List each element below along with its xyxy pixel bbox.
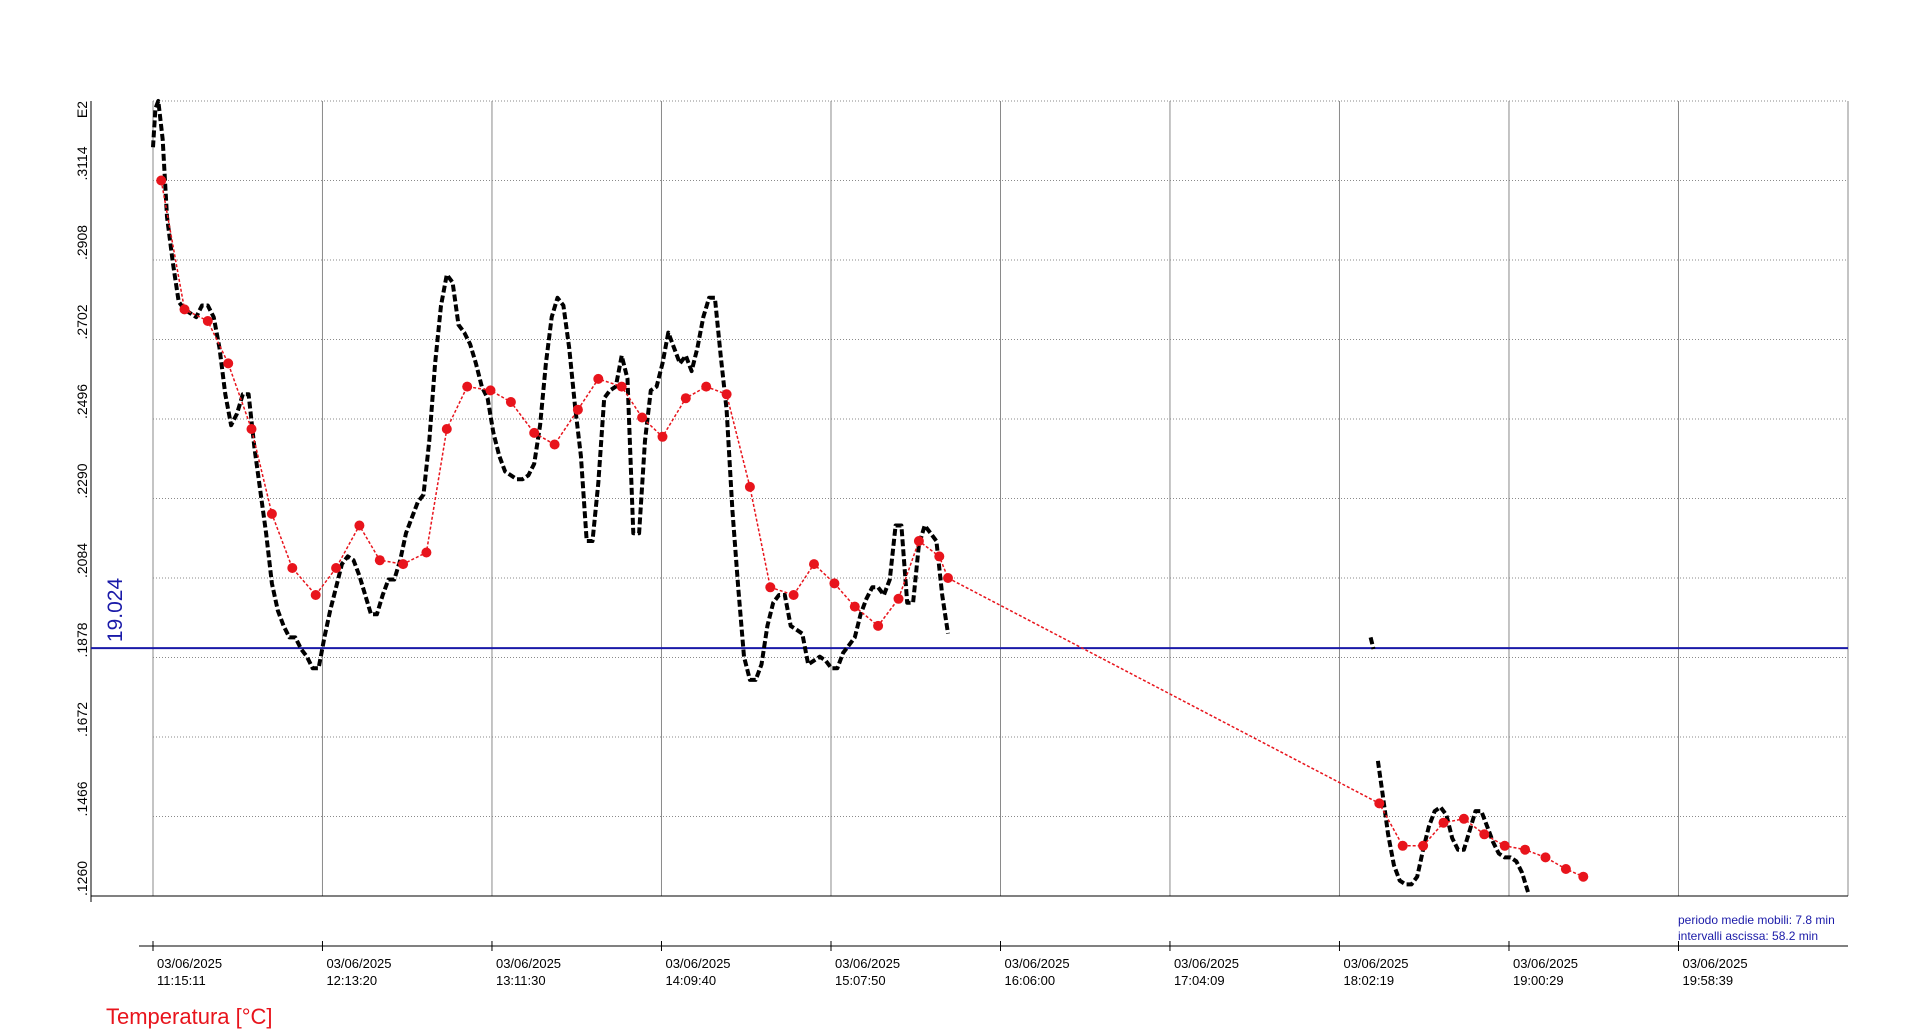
x-tick-time: 14:09:40 (665, 973, 716, 988)
moving-average-point (1520, 844, 1531, 855)
moving-average-point (616, 381, 627, 392)
x-tick-time: 19:00:29 (1513, 973, 1564, 988)
moving-average-point (529, 427, 540, 438)
moving-average-point (1397, 840, 1408, 851)
x-tick-time: 11:15:11 (157, 973, 206, 988)
x-tick-time: 17:04:09 (1174, 973, 1225, 988)
moving-average-point (593, 373, 604, 384)
x-tick-time: 16:06:00 (1005, 973, 1056, 988)
moving-average-point (809, 559, 819, 570)
moving-average-point (202, 316, 213, 326)
moving-average-point (179, 304, 190, 315)
moving-average-point (680, 393, 691, 404)
y-tick-label: .1672 (74, 702, 90, 737)
moving-average-point (485, 385, 496, 396)
moving-average-point (572, 404, 583, 415)
moving-average-point (156, 175, 167, 186)
moving-average-point (1418, 840, 1429, 851)
moving-average-point (1438, 817, 1449, 828)
moving-average-point (246, 424, 257, 434)
moving-average-point (441, 424, 452, 434)
x-interval-annotation: intervalli ascissa: 58.2 min (1678, 929, 1818, 943)
x-tick-time: 19:58:39 (1682, 973, 1733, 988)
moving-average-point (829, 578, 840, 589)
y-tick-label: .2908 (74, 225, 90, 260)
moving-average-point (462, 381, 473, 392)
raw-series-line (1375, 760, 1530, 893)
moving-average-point (701, 381, 712, 392)
y-tick-label: .2290 (74, 463, 90, 498)
moving-average-point (721, 389, 732, 400)
moving-average-point (1458, 813, 1469, 824)
moving-average-point (657, 431, 668, 442)
y-tick-label: .1260 (74, 861, 90, 896)
chart-axes (90, 101, 1848, 951)
x-tick-time: 15:07:50 (835, 973, 886, 988)
y-tick-label: .1466 (74, 781, 90, 816)
moving-average-point (893, 593, 904, 604)
y-tick-label: .2084 (74, 543, 90, 578)
moving-average-point (913, 536, 924, 546)
moving-average-point (1499, 840, 1510, 851)
moving-average-point (934, 551, 945, 562)
moving-average-point (873, 620, 884, 631)
moving-average-point (849, 601, 860, 612)
moving-average-point (331, 563, 342, 573)
y-exponent-label: E2 (74, 101, 90, 118)
moving-average-point (637, 412, 648, 423)
moving-average-point (1479, 829, 1490, 840)
moving-average-series (156, 175, 1589, 882)
moving-average-point (421, 547, 432, 558)
x-tick-date: 03/06/2025 (1174, 956, 1239, 971)
x-tick-date: 03/06/2025 (1513, 956, 1578, 971)
x-tick-time: 18:02:19 (1343, 973, 1394, 988)
raw-series-line (151, 99, 950, 682)
x-tick-date: 03/06/2025 (1005, 956, 1070, 971)
moving-average-point (549, 439, 560, 450)
raw-series (151, 99, 1530, 893)
x-tick-date: 03/06/2025 (496, 956, 561, 971)
moving-average-point (744, 481, 755, 492)
moving-average-point (1540, 852, 1551, 863)
moving-average-point (788, 590, 799, 600)
x-tick-labels: 03/06/2025 11:15:11 03/06/2025 12:13:20 03/0… (157, 956, 1748, 988)
moving-average-point (266, 508, 277, 519)
x-tick-time: 12:13:20 (326, 973, 377, 988)
moving-average-point (505, 397, 516, 407)
raw-series-line (1368, 636, 1376, 650)
moving-average-point (398, 559, 409, 570)
x-tick-date: 03/06/2025 (1682, 956, 1747, 971)
y-axis-label: Temperatura [°C] (106, 1004, 273, 1029)
moving-average-point (1578, 871, 1589, 882)
moving-average-point (765, 582, 776, 593)
reference-line-label: 19.024 (104, 578, 127, 643)
moving-average-point (374, 555, 385, 566)
moving-average-point (310, 590, 321, 600)
moving-average-period-annotation: periodo medie mobili: 7.8 min (1678, 913, 1835, 927)
y-tick-label: .2496 (74, 384, 90, 419)
moving-average-point (943, 573, 953, 583)
x-tick-date: 03/06/2025 (665, 956, 730, 971)
x-tick-date: 03/06/2025 (835, 956, 900, 971)
x-tick-date: 03/06/2025 (157, 956, 222, 971)
x-tick-date: 03/06/2025 (1343, 956, 1408, 971)
moving-average-point (223, 358, 234, 369)
moving-average-line (160, 180, 1584, 878)
y-tick-label: .2702 (74, 304, 90, 339)
y-tick-label: .1878 (74, 622, 90, 657)
x-tick-date: 03/06/2025 (326, 956, 391, 971)
reference-line-group: 19.024 (91, 578, 1848, 650)
moving-average-point (287, 563, 298, 573)
x-tick-time: 13:11:30 (496, 973, 546, 988)
moving-average-point (1374, 798, 1385, 809)
y-tick-label: .3114 (74, 146, 90, 180)
moving-average-point (1560, 864, 1571, 874)
chart-grid (152, 100, 1849, 897)
moving-average-point (354, 520, 365, 531)
y-tick-labels: .1260 .1466 .1672 .1878 .2084 .2290 .2496 .2702… (74, 146, 90, 896)
